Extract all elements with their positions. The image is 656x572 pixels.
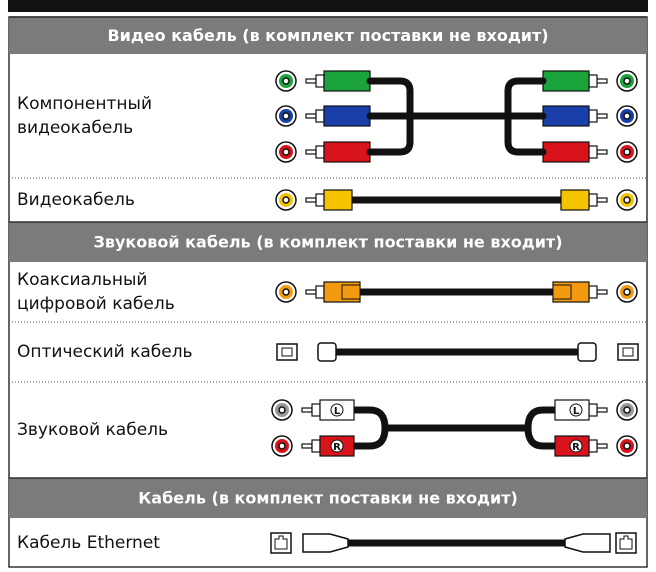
row-label: Оптический кабель [17, 342, 193, 362]
lan-port-inner [619, 535, 633, 550]
jack-pin [623, 442, 631, 450]
plug-sleeve [588, 145, 598, 159]
plug-sleeve [311, 439, 321, 453]
plug-tip [305, 78, 317, 84]
section-title: Кабель (в комплект поставки не входит) [138, 489, 518, 508]
lan-plug [302, 533, 349, 553]
jack-pin [623, 196, 631, 204]
plug-sleeve [315, 145, 325, 159]
plug-sleeve [588, 285, 598, 299]
plug-tip [596, 407, 608, 413]
lan-port [270, 532, 292, 554]
plug-sleeve [588, 109, 598, 123]
plug-tip [305, 289, 317, 295]
plug-sleeve [588, 193, 598, 207]
plug-body [323, 141, 371, 163]
plug-sleeve [315, 109, 325, 123]
plug-body [542, 141, 590, 163]
plug-tip [596, 197, 608, 203]
section-title: Звуковой кабель (в комплект поставки не … [93, 233, 562, 252]
plug-tip [301, 407, 313, 413]
marker-text: R [333, 442, 341, 453]
plug-body [560, 189, 590, 211]
lan-port-inner [274, 535, 288, 550]
cable [524, 406, 562, 450]
section-header [9, 17, 647, 54]
plug-body [323, 105, 371, 127]
jack-pin [623, 288, 631, 296]
plug-tip [305, 197, 317, 203]
lan-plug [564, 533, 611, 553]
plug-sleeve [315, 74, 325, 88]
optical-plug [317, 342, 337, 362]
plug-sleeve [588, 74, 598, 88]
lan-port [615, 532, 637, 554]
coax-grip [552, 284, 572, 300]
section-header [9, 222, 647, 262]
jack-pin [278, 406, 286, 414]
marker-text: R [572, 442, 580, 453]
section-header [9, 478, 647, 518]
jack-pin [623, 77, 631, 85]
plug-tip [596, 78, 608, 84]
plug-body [542, 70, 590, 92]
plug-sleeve [315, 285, 325, 299]
plug-tip [305, 149, 317, 155]
jack-pin [282, 148, 290, 156]
jack-pin [623, 406, 631, 414]
title-bar [8, 0, 648, 12]
row-label: Кабель Ethernet [17, 533, 160, 553]
jack-pin [282, 112, 290, 120]
marker-text: L [573, 406, 580, 417]
row-label: цифровой кабель [17, 294, 175, 314]
plug-sleeve [315, 193, 325, 207]
marker-badge [330, 403, 344, 417]
plug-tip [596, 113, 608, 119]
plug-sleeve [311, 403, 321, 417]
row-label: видеокабель [17, 118, 133, 138]
jack-pin [282, 77, 290, 85]
row-label: Коаксиальный [17, 270, 147, 290]
jack-pin [278, 442, 286, 450]
cable [504, 77, 547, 156]
optical-port-inner [281, 347, 293, 357]
jack-pin [623, 148, 631, 156]
marker-badge [330, 439, 344, 453]
optical-plug [577, 342, 597, 362]
marker-badge [569, 439, 583, 453]
row-label: Звуковой кабель [17, 420, 168, 440]
marker-text: L [334, 406, 341, 417]
plug-sleeve [588, 439, 598, 453]
row-label: Видеокабель [17, 190, 135, 210]
jack-pin [282, 288, 290, 296]
coax-grip [341, 284, 361, 300]
plug-tip [301, 443, 313, 449]
plug-tip [596, 149, 608, 155]
plug-tip [596, 289, 608, 295]
section-title: Видео кабель (в комплект поставки не вхо… [107, 26, 548, 45]
plug-body [323, 189, 353, 211]
optical-port-inner [622, 347, 634, 357]
row-label: Компонентный [17, 94, 152, 114]
plug-sleeve [588, 403, 598, 417]
jack-pin [282, 196, 290, 204]
plug-body [542, 105, 590, 127]
plug-tip [305, 113, 317, 119]
marker-badge [569, 403, 583, 417]
plug-body [323, 70, 371, 92]
jack-pin [623, 112, 631, 120]
plug-tip [596, 443, 608, 449]
